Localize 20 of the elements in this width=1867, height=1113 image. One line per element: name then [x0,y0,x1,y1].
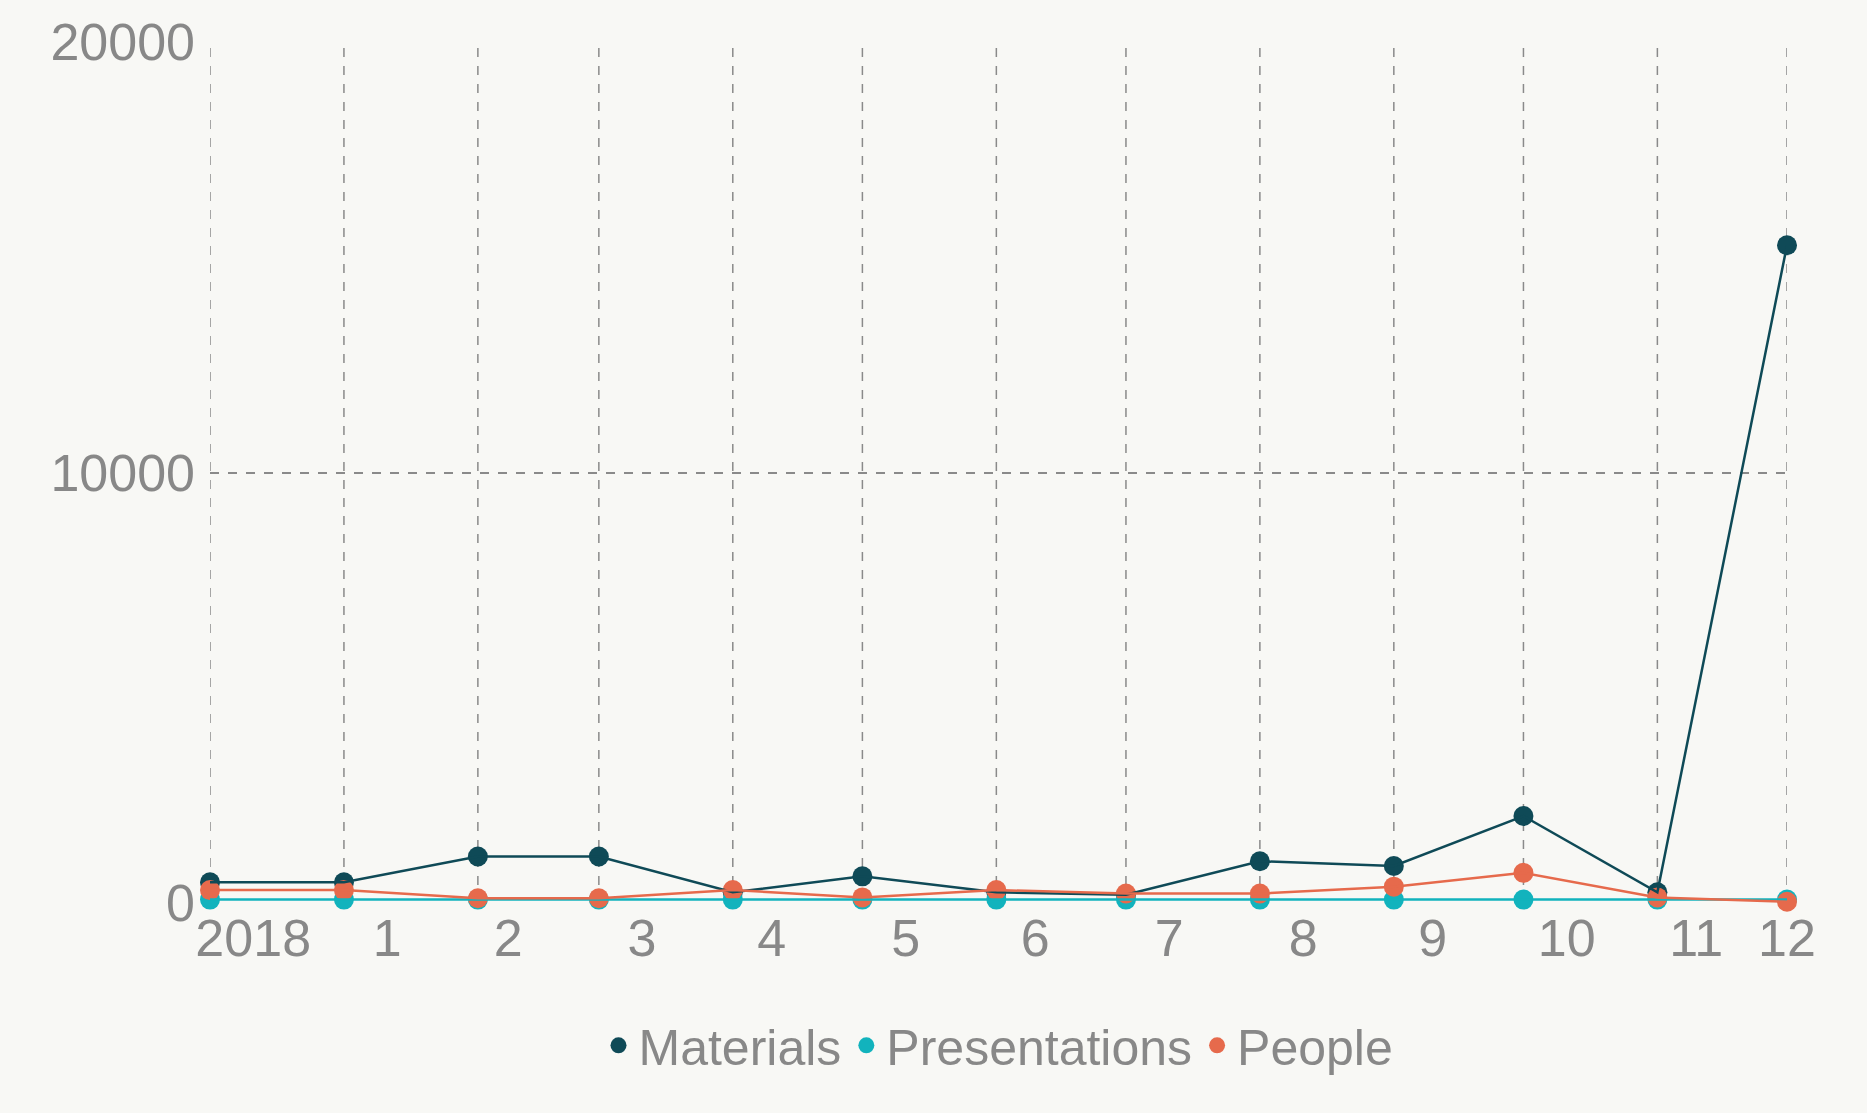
x-tick-label: 5 [891,909,921,967]
x-tick-label: 9 [1418,909,1448,967]
x-tick-label: 4 [757,909,787,967]
x-tick-label: 3 [627,909,657,967]
legend-label: Presentations [886,1019,1193,1076]
y-tick-label: 0 [166,874,195,933]
x-tick-label: 1 [372,909,402,967]
point [1777,235,1797,256]
x-tick-label: 12 [1758,909,1816,967]
x-tick-label: 7 [1154,909,1184,967]
x-tick-label: 8 [1288,909,1318,967]
x-tick-label: 10 [1537,909,1596,967]
legend-label: People [1237,1019,1393,1076]
y-tick-label: 10000 [50,443,195,502]
x-tick-label: 2 [493,909,523,967]
y-tick-label: 20000 [50,13,195,72]
x-tick-label: 6 [1020,909,1050,967]
x-tick-label: 2018 [195,909,312,967]
legend-label: Materials [638,1019,842,1076]
x-tick-label: 11 [1669,909,1724,967]
